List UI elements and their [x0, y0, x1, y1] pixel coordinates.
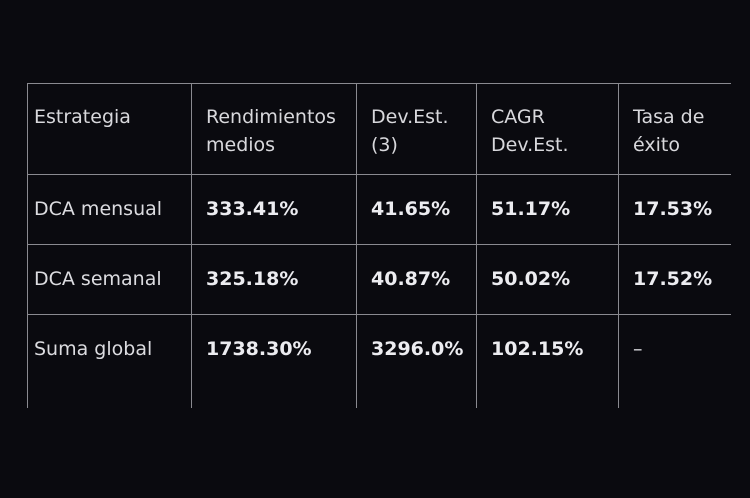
cagr-std-dev-value: 102.15%: [476, 314, 619, 408]
header-cell-cagr-std-dev: CAGR Dev.Est.: [476, 83, 619, 175]
mean-return-value: 333.41%: [191, 174, 357, 245]
header-cell-mean-returns: Rendimientos medios: [191, 83, 357, 175]
row-label: Suma global: [27, 314, 192, 408]
results-table-container: Estrategia Rendimientos medios Dev.Est. …: [27, 83, 731, 408]
success-rate-value: 17.52%: [618, 244, 731, 315]
std-dev-value: 41.65%: [356, 174, 477, 245]
std-dev-value: 40.87%: [356, 244, 477, 315]
success-rate-value: –: [618, 314, 731, 408]
std-dev-value: 3296.0%: [356, 314, 477, 408]
table-row: Suma global 1738.30% 3296.0% 102.15% –: [27, 314, 731, 408]
row-label: DCA semanal: [27, 244, 192, 315]
table-row: DCA semanal 325.18% 40.87% 50.02% 17.52%: [27, 244, 731, 315]
header-cell-success-rate: Tasa de éxito: [618, 83, 731, 175]
table-row: DCA mensual 333.41% 41.65% 51.17% 17.53%: [27, 174, 731, 245]
mean-return-value: 325.18%: [191, 244, 357, 315]
row-label: DCA mensual: [27, 174, 192, 245]
mean-return-value: 1738.30%: [191, 314, 357, 408]
cagr-std-dev-value: 51.17%: [476, 174, 619, 245]
table-header-row: Estrategia Rendimientos medios Dev.Est. …: [27, 83, 731, 175]
strategy-comparison-table: Estrategia Rendimientos medios Dev.Est. …: [27, 83, 731, 408]
cagr-std-dev-value: 50.02%: [476, 244, 619, 315]
success-rate-value: 17.53%: [618, 174, 731, 245]
header-cell-std-dev: Dev.Est. (3): [356, 83, 477, 175]
header-cell-strategy: Estrategia: [27, 83, 192, 175]
